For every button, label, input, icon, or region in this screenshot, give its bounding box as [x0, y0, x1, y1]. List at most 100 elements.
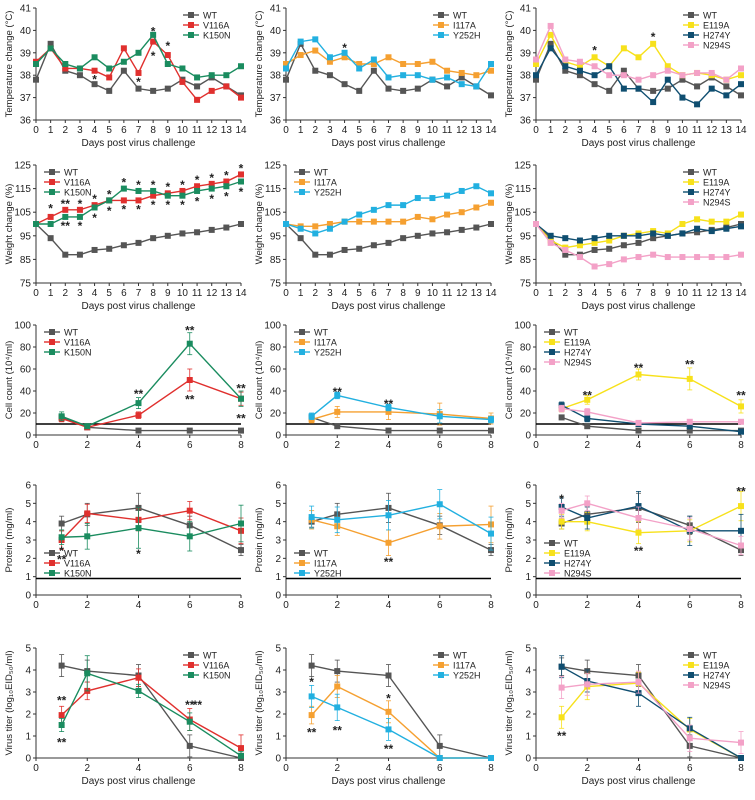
significance-marker: *: [136, 178, 141, 192]
y-tick-label: 4: [275, 666, 281, 677]
legend-marker: [549, 329, 555, 335]
y-tick-label: 4: [275, 517, 281, 528]
data-point: [738, 81, 744, 88]
y-tick-label: 3: [275, 536, 281, 547]
series-K150N: [58, 655, 244, 759]
data-point: [436, 523, 443, 530]
data-point: [135, 49, 142, 56]
y-tick-label: 0: [25, 431, 31, 442]
series-V116A: [58, 668, 244, 759]
panel-15: 0 1 2 3 4 5 0 2 4 6 8 Virus titer (log₁₀EID₅₀/ml) Da…: [504, 644, 744, 788]
legend-label: N294S: [703, 41, 731, 51]
data-point: [620, 232, 627, 239]
significance-marker: *: [195, 173, 200, 187]
data-point: [738, 223, 744, 230]
x-tick-label: 13: [471, 288, 483, 299]
data-point: [308, 693, 315, 700]
significance-marker: *: [209, 192, 214, 206]
data-point: [738, 755, 744, 761]
y-tick-label: 3: [525, 536, 531, 547]
data-point: [135, 69, 142, 76]
data-point: [488, 61, 494, 67]
legend-marker: [188, 662, 194, 668]
data-point: [694, 254, 701, 261]
y-tick-label: 2: [525, 554, 531, 565]
x-tick-label: 6: [687, 763, 693, 774]
data-point: [186, 427, 193, 434]
significance-marker: *: [209, 171, 214, 185]
significance-marker: *: [165, 198, 170, 212]
x-tick-label: 6: [121, 125, 127, 136]
data-point: [341, 218, 348, 225]
legend-label: N294S: [564, 569, 592, 579]
legend-marker: [299, 570, 305, 576]
data-point: [444, 74, 451, 81]
data-point: [708, 254, 715, 261]
data-point: [334, 704, 341, 711]
y-tick-label: 6: [25, 481, 31, 492]
data-point: [591, 239, 598, 246]
legend-label: E119A: [564, 338, 590, 348]
x-tick-label: 4: [636, 440, 642, 451]
data-point: [547, 31, 554, 38]
x-tick-label: 2: [63, 288, 69, 299]
data-point: [238, 63, 244, 70]
y-tick-label: 3: [525, 688, 531, 699]
data-point: [238, 745, 244, 752]
series-WT: [58, 492, 244, 556]
legend-marker: [438, 662, 444, 668]
x-tick-label: 4: [636, 600, 642, 611]
legend-label: WT: [703, 11, 717, 21]
x-tick-label: 1: [298, 125, 304, 136]
significance-marker: **: [61, 197, 71, 211]
legend-label: WT: [564, 539, 578, 549]
data-point: [326, 221, 333, 227]
data-point: [326, 251, 333, 258]
y-tick-label: 40: [270, 26, 282, 37]
legend-marker: [438, 652, 444, 658]
y-tick-label: 41: [20, 4, 32, 15]
legend-label: WT: [314, 168, 328, 178]
data-point: [135, 187, 142, 194]
data-point: [385, 54, 392, 61]
data-point: [686, 375, 693, 382]
series-H274Y: [558, 401, 744, 435]
legend-label: V116A: [64, 338, 90, 348]
x-tick-label: 6: [687, 440, 693, 451]
y-tick-label: 3: [25, 688, 31, 699]
y-tick-label: 37: [520, 93, 532, 104]
data-point: [334, 392, 341, 399]
legend-marker: [688, 189, 694, 195]
legend-marker: [299, 179, 305, 185]
data-point: [62, 213, 69, 220]
data-point: [400, 235, 407, 242]
x-tick-label: 2: [84, 763, 90, 774]
data-point: [194, 96, 201, 103]
series-K150N: [58, 504, 244, 552]
data-point: [326, 54, 333, 61]
x-tick-label: 4: [386, 763, 392, 774]
y-tick-label: 37: [20, 93, 32, 104]
y-tick-label: 2: [525, 710, 531, 721]
data-point: [135, 85, 142, 92]
significance-marker: *: [592, 43, 597, 57]
data-point: [708, 69, 715, 76]
data-point: [558, 405, 565, 412]
series-Y252H: [308, 391, 494, 424]
data-point: [738, 72, 744, 79]
data-point: [738, 251, 744, 258]
x-tick-label: 3: [577, 125, 583, 136]
data-point: [547, 40, 554, 47]
legend-marker: [49, 349, 55, 355]
x-tick-label: 0: [33, 440, 39, 451]
y-tick-label: 80: [270, 343, 282, 354]
significance-marker: **: [634, 544, 644, 558]
series-K150N: [33, 31, 244, 81]
data-point: [297, 52, 304, 59]
y-tick-label: 80: [520, 343, 532, 354]
significance-marker: **: [193, 698, 203, 712]
data-point: [436, 755, 443, 761]
